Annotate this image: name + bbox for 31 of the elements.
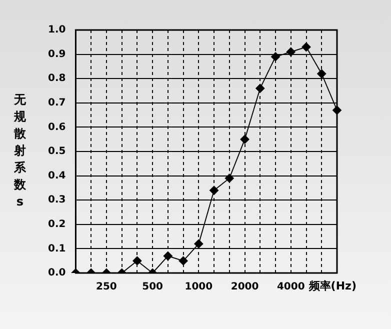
y-tick-label: 0.6 xyxy=(48,122,66,133)
x-tick-label: 2000 xyxy=(230,282,259,293)
y-tick-label: 0.0 xyxy=(48,268,66,279)
y-tick-label: 0.4 xyxy=(48,170,66,182)
point xyxy=(132,256,142,266)
point xyxy=(163,251,172,260)
x-tick-label: 1000 xyxy=(184,282,213,293)
y-tick-label: 0.5 xyxy=(48,146,66,158)
point xyxy=(286,47,296,56)
y-tick-label: 0.8 xyxy=(48,73,66,84)
y-tick-label: 0.9 xyxy=(48,48,66,60)
point xyxy=(240,134,250,144)
x-tick-label: 500 xyxy=(142,282,164,293)
y-tick-label: 0.3 xyxy=(48,194,66,206)
x-tick-label: 4000 xyxy=(276,282,305,293)
y-tick-label: 0.1 xyxy=(48,243,66,254)
y-tick-label: 1.0 xyxy=(48,24,66,36)
y-axis-title: 无规散射系数 s xyxy=(13,92,27,209)
point xyxy=(317,69,326,78)
x-tick-label: 250 xyxy=(96,282,117,293)
x-axis-title: 频率(Hz) xyxy=(308,279,356,292)
point xyxy=(210,186,219,195)
point xyxy=(178,256,188,266)
y-tick-label: 0.7 xyxy=(48,97,66,108)
point xyxy=(256,84,265,93)
point xyxy=(194,239,204,248)
point xyxy=(332,106,342,115)
y-tick-label: 0.2 xyxy=(48,218,66,230)
point xyxy=(224,174,234,183)
point xyxy=(302,42,311,52)
point xyxy=(271,52,280,62)
